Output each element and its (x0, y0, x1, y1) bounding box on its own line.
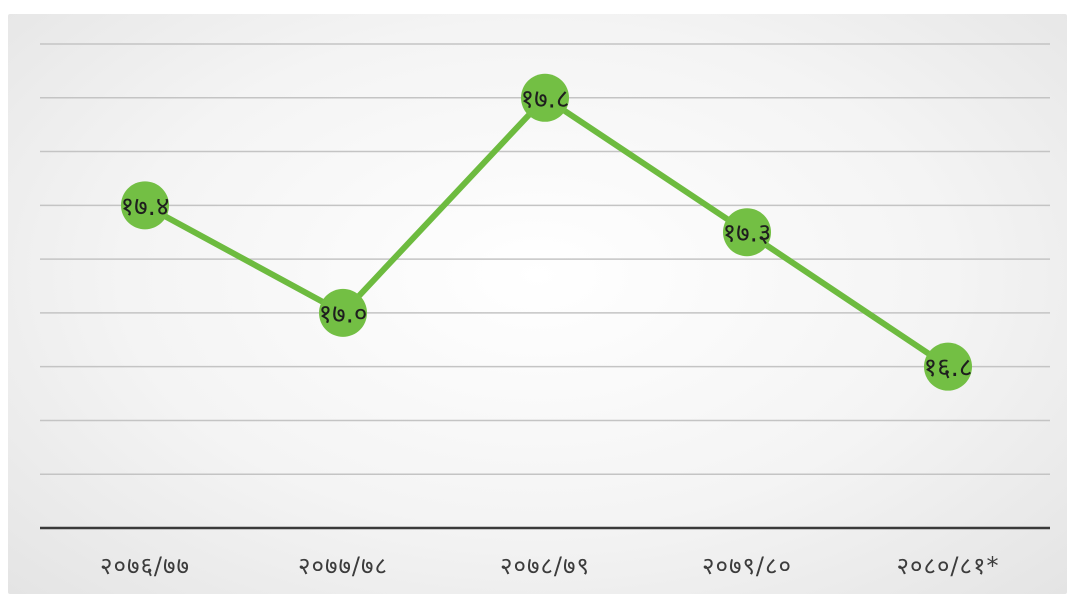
x-tick-label: २०७७/७८ (298, 552, 388, 580)
x-tick-label: २०७८/७९ (500, 552, 590, 580)
data-label: १७.४ (121, 192, 170, 222)
x-tick-label: २०८०/८१* (897, 552, 1000, 580)
series-line (142, 94, 951, 370)
x-tick-label: २०७६/७७ (100, 552, 190, 580)
x-tick-label: २०७९/८० (702, 552, 792, 580)
data-point (924, 342, 972, 391)
data-point (723, 208, 771, 257)
x-tick-labels: २०७६/७७ २०७७/७८ २०७८/७९ २०७९/८० २०८०/८१* (100, 552, 1000, 580)
data-labels: १७.४ १७.० १७.८ १७.३ १६.८ (121, 84, 973, 383)
data-point (121, 181, 169, 230)
data-points (121, 73, 972, 391)
data-label: १७.८ (521, 84, 570, 114)
data-label: १६.८ (924, 353, 973, 383)
data-label: १७.० (319, 299, 368, 329)
data-label: १७.३ (723, 219, 772, 249)
data-point (319, 288, 367, 337)
series-lines (142, 94, 951, 370)
data-point (521, 73, 569, 122)
